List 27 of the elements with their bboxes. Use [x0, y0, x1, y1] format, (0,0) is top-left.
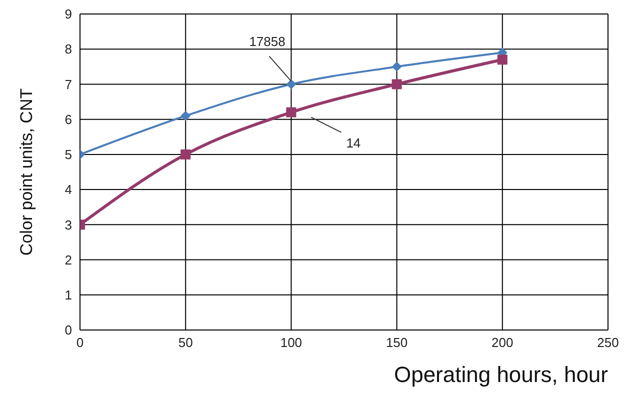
x-tick-label: 250	[597, 335, 619, 350]
x-tick-label: 200	[492, 335, 514, 350]
y-tick-label: 7	[64, 76, 72, 92]
point	[392, 62, 402, 72]
y-tick-label: 9	[64, 6, 72, 22]
y-axis-title: Color point units, CNT	[17, 88, 36, 256]
y-tick-label: 4	[64, 182, 72, 198]
x-tick-label: 150	[386, 335, 408, 350]
point	[286, 79, 296, 90]
point	[180, 149, 191, 160]
x-tick-label: 0	[76, 335, 84, 350]
point	[180, 110, 191, 121]
y-tick-label: 0	[64, 322, 72, 338]
y-tick-label: 2	[64, 252, 72, 268]
x-tick-label: 50	[178, 335, 193, 350]
point	[497, 54, 508, 65]
text: 14	[346, 135, 361, 150]
x-tick-label: 100	[280, 335, 302, 350]
y-tick-label: 3	[64, 217, 72, 232]
point	[392, 79, 402, 90]
y-tick-label: 6	[64, 112, 72, 127]
point	[286, 107, 296, 118]
y-tick-label: 5	[64, 147, 72, 162]
text: 17858	[249, 34, 286, 50]
y-tick-label: 8	[64, 42, 72, 57]
y-tick-label: 1	[64, 288, 72, 303]
x-axis-title: Operating hours, hour	[394, 362, 608, 387]
